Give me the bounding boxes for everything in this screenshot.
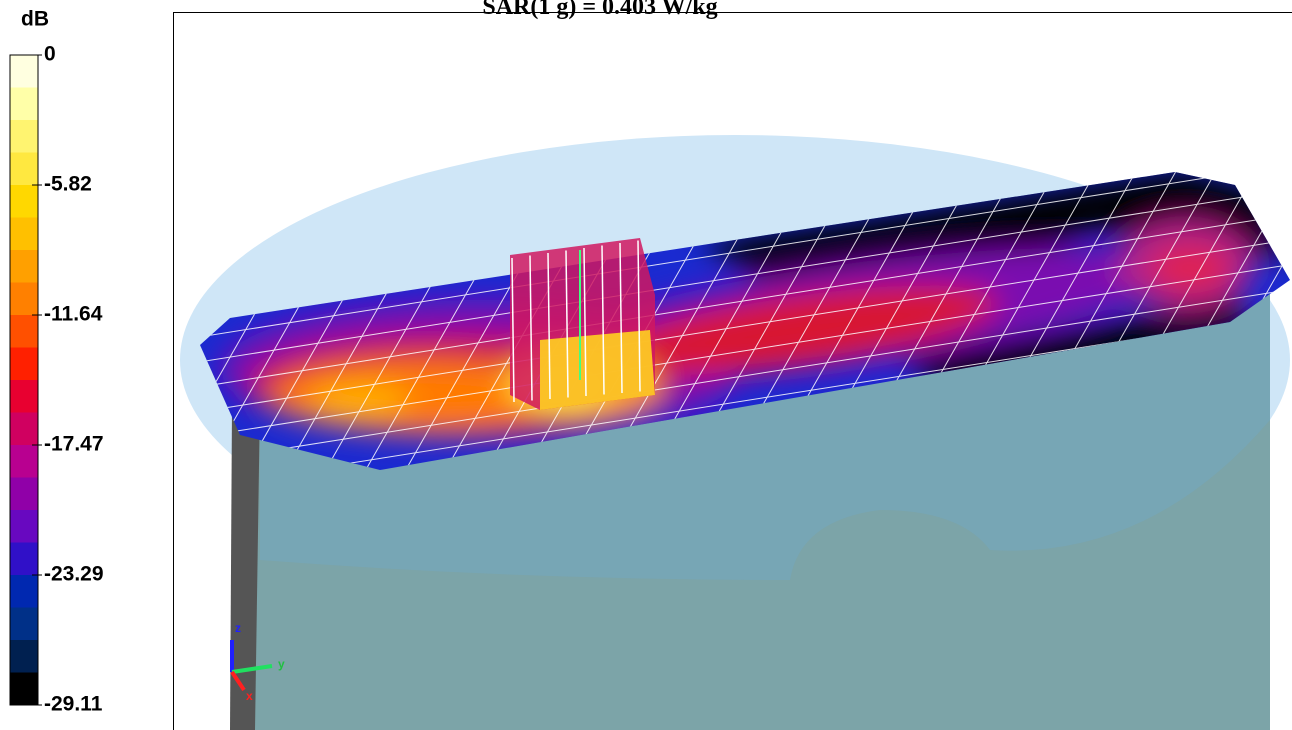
phantom-edge xyxy=(230,400,260,730)
colorbar-segment xyxy=(10,510,38,543)
axis-triad: z y x xyxy=(230,621,285,703)
colorbar-segment xyxy=(10,412,38,446)
colorbar-segment xyxy=(10,445,38,478)
colorbar-segment xyxy=(10,152,38,186)
grid-line xyxy=(200,172,1290,341)
colorbar-segment xyxy=(10,185,38,218)
colorbar-segment xyxy=(10,380,38,413)
scan-fin xyxy=(511,257,515,403)
colorbar-segment xyxy=(10,87,38,121)
scan-fin xyxy=(565,250,569,398)
grid-line xyxy=(200,287,1290,466)
colorbar-segment xyxy=(10,120,38,153)
colorbar-label: -11.64 xyxy=(44,303,103,326)
colorbar-label: -17.47 xyxy=(44,433,104,456)
grid-line xyxy=(200,212,1290,391)
colorbar-segment xyxy=(10,217,38,251)
colorbar-segment xyxy=(10,542,38,576)
axis-y-label: y xyxy=(278,657,285,671)
axis-z-label: z xyxy=(235,621,241,635)
scan-fin xyxy=(547,252,551,400)
axis-x-label: x xyxy=(246,689,253,703)
zoom-scan xyxy=(510,238,655,410)
scan-fin xyxy=(583,247,587,397)
colorbar-segment xyxy=(10,315,38,348)
colorbar-segment xyxy=(10,55,38,88)
colorbar-label: 0 xyxy=(44,43,56,66)
grid-line xyxy=(200,262,1290,441)
colorbar-segment xyxy=(10,640,38,673)
grid-line xyxy=(200,187,1290,366)
scan-fin xyxy=(619,242,623,394)
scan-fin xyxy=(529,255,533,401)
colorbar-segment xyxy=(10,347,38,381)
colorbar-segment xyxy=(10,250,38,283)
scan-fin xyxy=(637,240,641,392)
title: SAR(1 g) = 0.403 W/kg xyxy=(482,0,717,20)
scan-fin xyxy=(601,245,605,395)
colorbar-segment xyxy=(10,477,38,511)
grid-line xyxy=(200,237,1290,416)
phantom-shadow xyxy=(260,292,1270,580)
colorbar-label: -5.82 xyxy=(44,173,92,196)
colorbar: 0 -5.82 -11.64 -17.47 -23.29 -29.11 xyxy=(9,43,104,716)
colorbar-segment xyxy=(10,672,38,706)
colorbar-label: -29.11 xyxy=(44,693,103,716)
colorbar-border xyxy=(9,54,39,706)
colorbar-label: -23.29 xyxy=(44,563,104,586)
colorbar-segment xyxy=(10,282,38,316)
colorbar-segment xyxy=(10,607,38,641)
colorbar-unit: dB xyxy=(21,8,49,31)
colorbar-segment xyxy=(10,575,38,608)
